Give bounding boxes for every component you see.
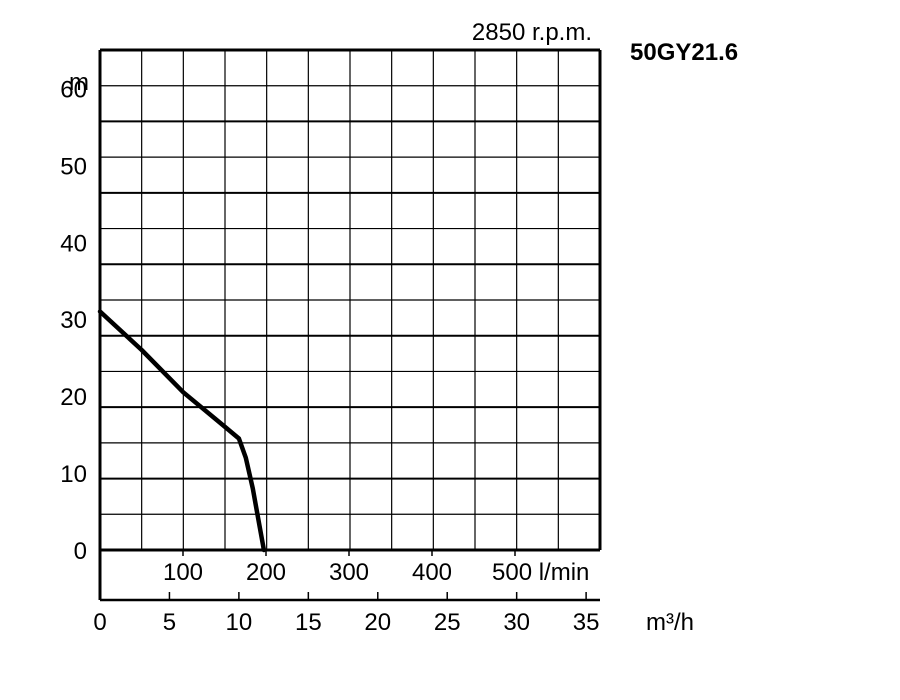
secondary-x-tick-label: 100 xyxy=(163,559,203,586)
x-tick-label: 20 xyxy=(364,609,391,636)
x-tick-label: 15 xyxy=(295,609,322,636)
x-tick-label: 10 xyxy=(226,609,253,636)
chart-subtitle: 2850 r.p.m. xyxy=(472,19,592,46)
x-tick-label: 0 xyxy=(93,609,106,636)
x-tick-labels: 0 5 10 15 20 25 30 35 xyxy=(93,609,599,636)
secondary-x-tick-label: 200 xyxy=(246,559,286,586)
y-tick-label: 40 xyxy=(60,230,87,257)
chart-title: 50GY21.6 xyxy=(630,39,738,66)
x-tick-label: 35 xyxy=(573,609,600,636)
x-axis-label: m³/h xyxy=(646,609,694,636)
y-tick-label: 60 xyxy=(60,76,87,103)
secondary-x-tick-label: 300 xyxy=(329,559,369,586)
secondary-x-tick-labels: 100 200 300 400 500 l/min xyxy=(163,559,589,586)
chart-series-layer xyxy=(97,309,267,553)
x-tick-label: 25 xyxy=(434,609,461,636)
y-tick-label: 10 xyxy=(60,461,87,488)
secondary-x-tick-label: 400 xyxy=(412,559,452,586)
chart-grid xyxy=(99,50,600,600)
chart-frame xyxy=(98,48,602,602)
y-tick-labels: 0 10 20 30 40 50 60 xyxy=(60,76,87,565)
series-line xyxy=(97,309,267,553)
y-axis-label: m xyxy=(69,69,89,96)
x-tick-label: 30 xyxy=(503,609,530,636)
secondary-x-tick-label: 500 l/min xyxy=(492,559,589,586)
y-tick-label: 0 xyxy=(74,538,87,565)
y-tick-label: 50 xyxy=(60,153,87,180)
y-tick-label: 30 xyxy=(60,307,87,334)
x-tick-label: 5 xyxy=(163,609,176,636)
y-tick-label: 20 xyxy=(60,384,87,411)
